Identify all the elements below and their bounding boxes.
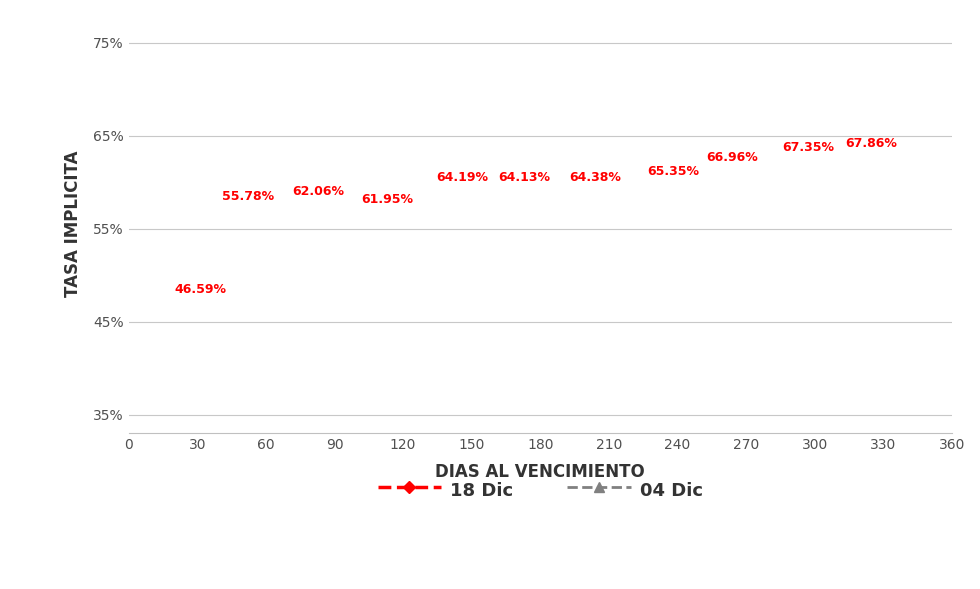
Text: 38.35%: 38.35% xyxy=(0,588,1,589)
Text: 64.19%: 64.19% xyxy=(436,171,489,184)
Text: 57.71%: 57.71% xyxy=(0,588,1,589)
Text: 67.86%: 67.86% xyxy=(845,137,897,150)
Y-axis label: TASA IMPLICITA: TASA IMPLICITA xyxy=(64,151,82,297)
Text: 70.61%: 70.61% xyxy=(0,588,1,589)
Text: 55.78%: 55.78% xyxy=(221,190,273,203)
Text: 65.35%: 65.35% xyxy=(647,165,699,178)
X-axis label: DIAS AL VENCIMIENTO: DIAS AL VENCIMIENTO xyxy=(435,464,645,481)
Text: 73.90%: 73.90% xyxy=(0,588,1,589)
Text: 62.06%: 62.06% xyxy=(292,185,345,198)
Text: 67.35%: 67.35% xyxy=(782,141,834,154)
Text: 74.44%: 74.44% xyxy=(0,588,1,589)
Text: 68.31%: 68.31% xyxy=(0,588,1,589)
Text: 46.59%: 46.59% xyxy=(174,283,226,296)
Text: 64.38%: 64.38% xyxy=(569,171,621,184)
Legend: 18 Dic, 04 Dic: 18 Dic, 04 Dic xyxy=(370,472,710,508)
Text: 64.13%: 64.13% xyxy=(498,171,550,184)
Text: 62.68%: 62.68% xyxy=(0,588,1,589)
Text: 66.96%: 66.96% xyxy=(707,151,759,164)
Text: 72.23%: 72.23% xyxy=(0,588,1,589)
Text: 61.95%: 61.95% xyxy=(361,193,414,206)
Text: 74.69%: 74.69% xyxy=(0,588,1,589)
Text: 73.03%: 73.03% xyxy=(0,588,1,589)
Text: 73.61%: 73.61% xyxy=(0,588,1,589)
